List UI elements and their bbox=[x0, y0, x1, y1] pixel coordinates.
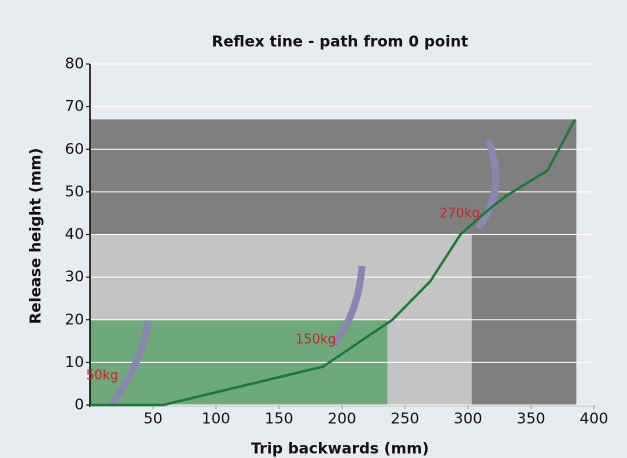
y-tick-label: 70 bbox=[65, 97, 84, 115]
tine-icon bbox=[109, 321, 152, 406]
x-tick-label: 150 bbox=[265, 410, 294, 428]
y-tick-label: 10 bbox=[65, 353, 84, 371]
x-tick-label: 50 bbox=[143, 410, 162, 428]
x-tick-label: 400 bbox=[580, 410, 609, 428]
y-tick-label: 60 bbox=[65, 140, 84, 158]
y-tick-label: 80 bbox=[65, 55, 84, 73]
y-tick-label: 0 bbox=[74, 396, 84, 414]
y-tick-label: 30 bbox=[65, 268, 84, 286]
line-series bbox=[90, 118, 577, 407]
tine-icon bbox=[331, 265, 366, 348]
tine-icons bbox=[109, 138, 500, 406]
x-tick-label: 100 bbox=[202, 410, 231, 428]
y-tick-label: 40 bbox=[65, 225, 84, 243]
x-tick-label: 200 bbox=[328, 410, 357, 428]
annotation: 270kg bbox=[439, 207, 480, 222]
x-tick-label: 250 bbox=[391, 410, 420, 428]
tine-icon bbox=[475, 138, 500, 231]
x-axis-title: Trip backwards (mm) bbox=[251, 440, 429, 458]
y-tick-label: 50 bbox=[65, 182, 84, 200]
x-tick-label: 300 bbox=[454, 410, 483, 428]
annotation: 50kg bbox=[86, 369, 118, 384]
x-tick-label: 350 bbox=[517, 410, 546, 428]
annotation: 150kg bbox=[295, 333, 336, 348]
y-axis-title: Release height (mm) bbox=[27, 148, 45, 324]
y-tick-label: 20 bbox=[65, 310, 84, 328]
chart-title: Reflex tine - path from 0 point bbox=[212, 33, 468, 51]
